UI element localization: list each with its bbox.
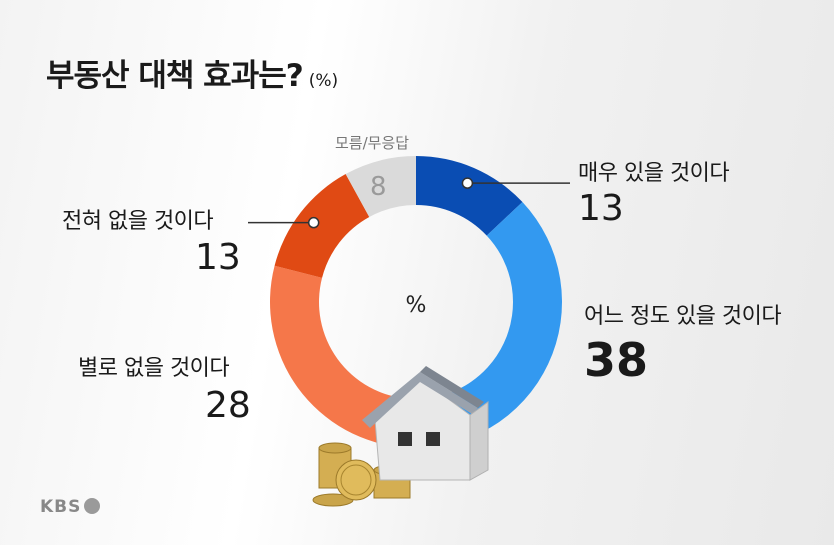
slice-somewhat-effective (406, 202, 563, 448)
kbs-logo: KBS (40, 497, 101, 517)
label-very-effective: 매우 있을 것이다 (578, 161, 730, 186)
value-very-effective: 13 (578, 188, 624, 229)
slice-not-at-all-effective (274, 174, 370, 278)
value-somewhat-effective: 38 (584, 333, 649, 387)
leader-very-effective-dot (461, 177, 474, 189)
chart-title: 부동산 대책 효과는? (%) (46, 50, 338, 95)
title-text: 부동산 대책 효과는? (46, 58, 304, 94)
leader-not-at-all-effective-dot (307, 216, 320, 229)
slice-not-much-effective (270, 265, 410, 448)
label-not-at-all-effective: 전혀 없을 것이다 (62, 209, 214, 234)
house-coins-illustration (312, 366, 489, 507)
label-unknown: 모름/무응답 (335, 134, 410, 152)
slice-very-effective (416, 156, 523, 236)
label-not-much-effective: 별로 없을 것이다 (78, 356, 230, 381)
center-label: % (406, 293, 427, 318)
value-not-at-all-effective: 13 (195, 237, 241, 278)
slice-unknown (345, 156, 416, 217)
value-unknown: 8 (370, 172, 387, 202)
unit-label: (%) (308, 71, 339, 91)
value-not-much-effective: 28 (205, 385, 251, 426)
label-somewhat-effective: 어느 정도 있을 것이다 (584, 304, 782, 329)
